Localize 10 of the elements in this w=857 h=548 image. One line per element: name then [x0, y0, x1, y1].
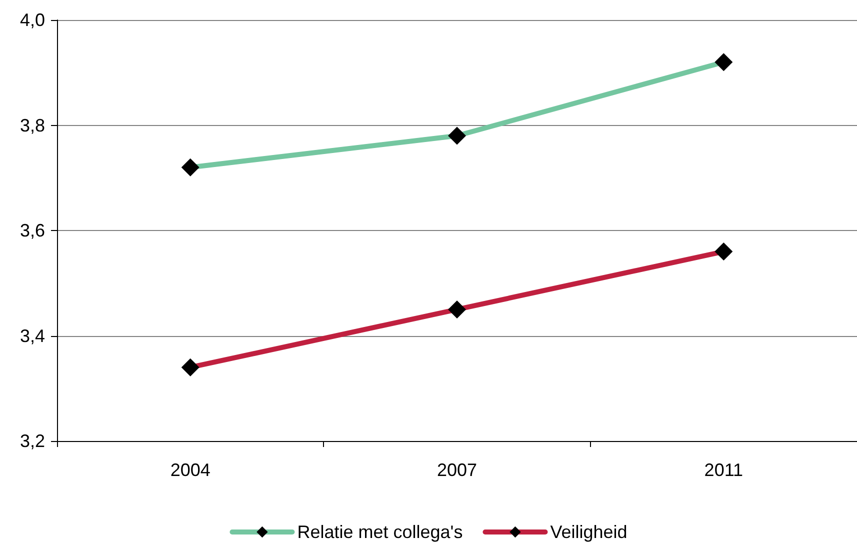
x-tick-label: 2007	[436, 460, 478, 480]
legend-label: Relatie met collega's	[297, 522, 463, 542]
legend-label: Veiligheid	[550, 522, 628, 542]
x-tick-label: 2004	[170, 460, 210, 480]
y-tick-label: 3,2	[20, 431, 45, 451]
y-tick-label: 3,6	[20, 220, 45, 240]
x-tick-label: 2011	[704, 460, 744, 480]
y-tick-label: 3,4	[20, 326, 45, 346]
y-tick-label: 4,0	[20, 10, 45, 30]
y-tick-label: 3,8	[20, 115, 45, 136]
